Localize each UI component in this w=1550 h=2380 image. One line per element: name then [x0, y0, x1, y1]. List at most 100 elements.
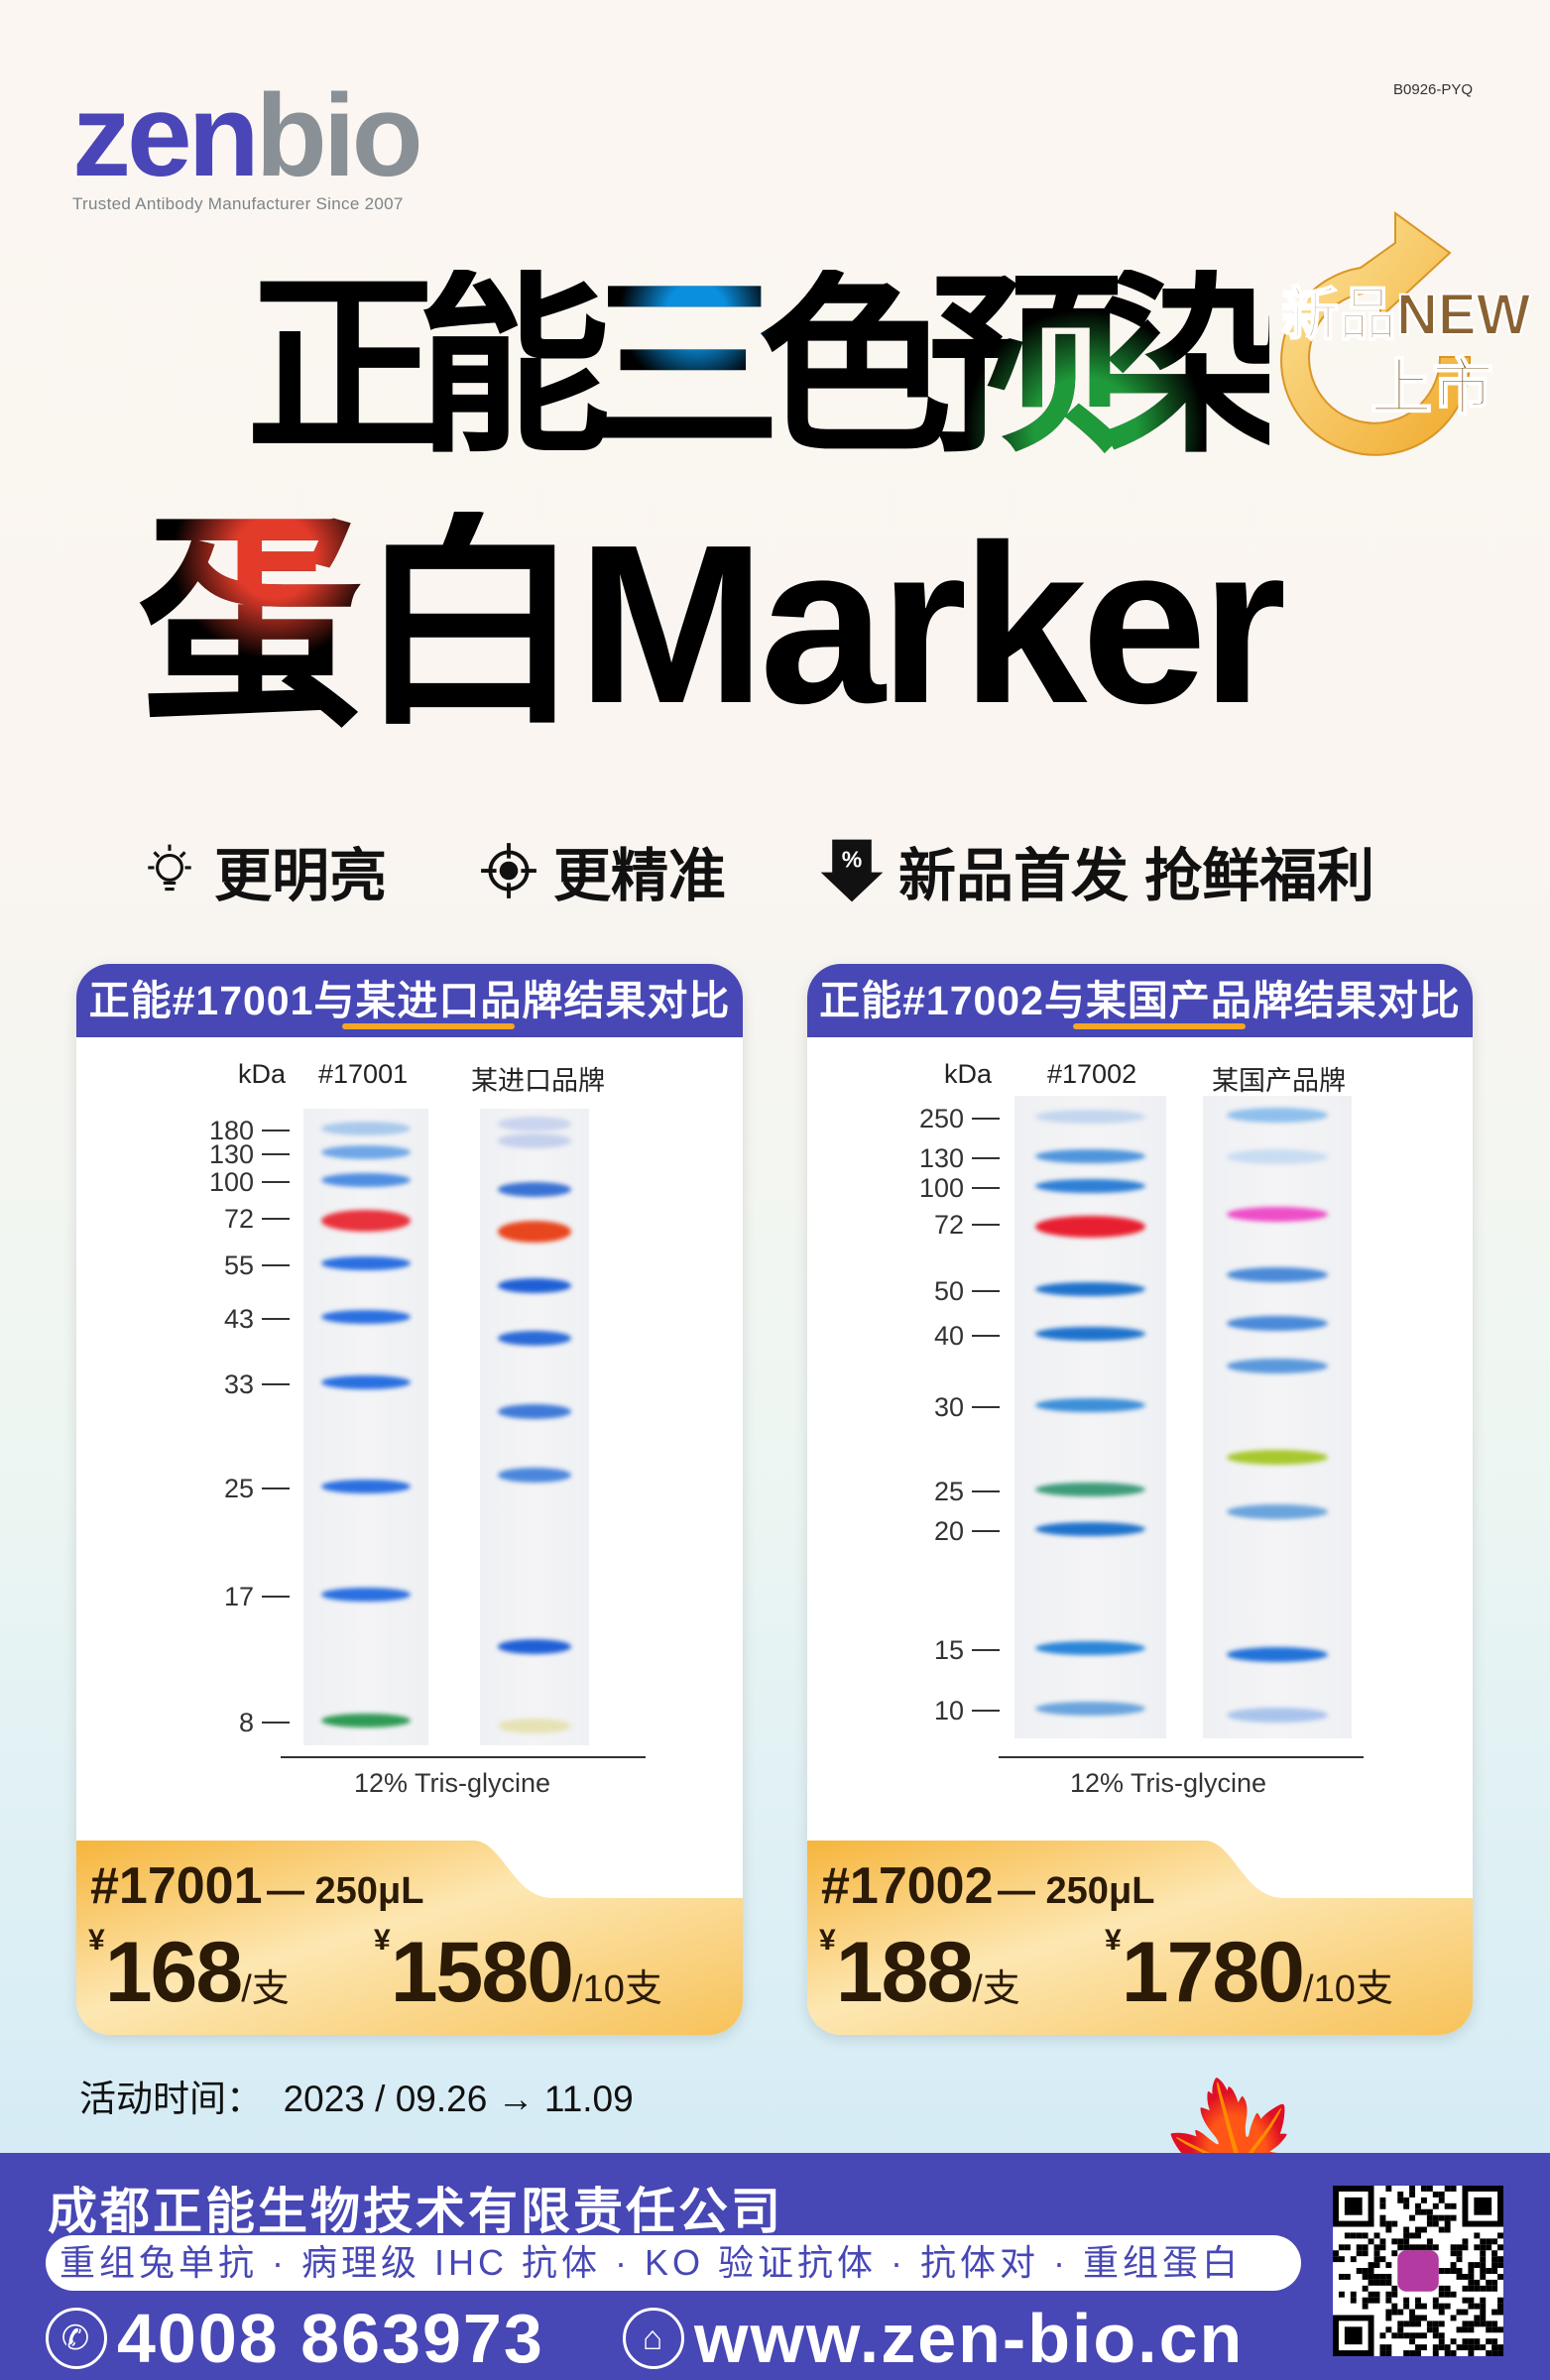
- website-contact[interactable]: ⌂ www.zen-bio.cn: [623, 2299, 1244, 2378]
- marker-tick: [972, 1290, 1000, 1292]
- gel-lane-product: [303, 1109, 428, 1745]
- activity-dates: 2023 / 09.26 → 11.09: [283, 2079, 634, 2119]
- logo: zenbio Trusted Antibody Manufacturer Sin…: [72, 77, 423, 214]
- gel-band: [320, 1375, 412, 1389]
- marker-tick: [972, 1335, 1000, 1337]
- tagline: Trusted Antibody Manufacturer Since 2007: [72, 194, 404, 213]
- currency-symbol: ¥: [88, 1924, 105, 1957]
- marker-tick: [972, 1490, 1000, 1492]
- currency-symbol: ¥: [1105, 1924, 1122, 1957]
- gel-baseline: [999, 1756, 1364, 1758]
- gel-band: [1035, 1216, 1145, 1238]
- marker-tick: [972, 1710, 1000, 1712]
- currency-symbol: ¥: [374, 1924, 391, 1957]
- marker-label: 100: [208, 1167, 254, 1197]
- unit-pack: /10支: [572, 1968, 662, 2010]
- feature-precise: 更精准: [478, 829, 726, 912]
- gel-band: [320, 1145, 412, 1159]
- marker-label: 72: [933, 1210, 964, 1240]
- marker-label: 20: [933, 1516, 964, 1546]
- poster-code: B0926-PYQ: [1393, 81, 1474, 98]
- marker-tick: [972, 1157, 1000, 1159]
- marker-label: 50: [933, 1276, 964, 1306]
- gel-band: [497, 1331, 572, 1346]
- gel-band: [497, 1117, 572, 1131]
- product-id: #17002: [821, 1857, 994, 1915]
- unit-single: /支: [972, 1968, 1020, 2010]
- marker-tick: [262, 1181, 290, 1183]
- marker-tick: [972, 1118, 1000, 1120]
- website-link[interactable]: www.zen-bio.cn: [694, 2300, 1245, 2377]
- currency-symbol: ¥: [819, 1924, 836, 1957]
- price-panel-bg: [76, 1841, 743, 2035]
- gel-band: [497, 1639, 572, 1654]
- activity-label: 活动时间：: [79, 2079, 263, 2119]
- marker-label: 25: [933, 1477, 964, 1506]
- logo-bio: bio: [255, 70, 423, 201]
- lane2-header: 某进口品牌: [471, 1066, 605, 1096]
- gel-band: [320, 1480, 412, 1493]
- lane1-header: #17002: [1047, 1059, 1137, 1089]
- marker-label: 10: [933, 1696, 964, 1726]
- gel-band: [320, 1256, 412, 1270]
- marker-label: 130: [918, 1143, 964, 1173]
- feature-label: 新品首发 抢鲜福利: [898, 844, 1375, 908]
- kda-header: kDa: [238, 1059, 287, 1089]
- logo-zen: zen: [72, 70, 260, 201]
- gel-band: [497, 1182, 572, 1197]
- marker-tick: [262, 1264, 290, 1266]
- price-single: 168: [104, 1925, 243, 2020]
- marker-tick: [262, 1318, 290, 1320]
- gel-band: [1035, 1398, 1145, 1412]
- marker-tick: [262, 1218, 290, 1220]
- product-size: — 250μL: [266, 1870, 424, 1912]
- price-pack: 1580: [390, 1925, 574, 2020]
- marker-label: 25: [223, 1474, 254, 1503]
- circular-arrow-icon: [1280, 211, 1472, 456]
- gel-band: [1227, 1647, 1328, 1662]
- marker-label: 33: [223, 1369, 254, 1399]
- marker-label: 55: [223, 1250, 254, 1280]
- gel-band: [497, 1404, 572, 1419]
- home-icon: ⌂: [623, 2308, 684, 2369]
- headline-line1: 正能三色预染: [246, 258, 1270, 475]
- marker-label: 180: [208, 1116, 254, 1145]
- marker-tick: [262, 1596, 290, 1598]
- gel-caption: 12% Tris-glycine: [354, 1768, 551, 1798]
- marker-tick: [262, 1153, 290, 1155]
- activity-period: 活动时间： 2023 / 09.26 → 11.09: [79, 2069, 634, 2122]
- gel-band: [320, 1714, 412, 1727]
- qr-code-pattern: [1333, 2186, 1503, 2356]
- gel-band: [1227, 1504, 1328, 1519]
- gel-baseline: [281, 1756, 646, 1758]
- crosshair-icon: [481, 843, 537, 898]
- marker-tick: [972, 1406, 1000, 1408]
- headline-line2: 蛋白Marker: [137, 499, 1283, 751]
- phone-contact[interactable]: ✆ 4008 863973: [46, 2299, 544, 2378]
- price-panel: #17001 — 250μL ¥168/支 ¥1580/10支: [76, 1841, 743, 2035]
- gel-band: [320, 1310, 412, 1324]
- feature-label: 更明亮: [214, 844, 388, 908]
- gel-band: [1035, 1641, 1145, 1655]
- gel-band: [1227, 1267, 1328, 1282]
- qr-code[interactable]: [1333, 2186, 1503, 2356]
- phone-icon: ✆: [46, 2308, 107, 2369]
- title-underline: [342, 1023, 515, 1029]
- gel-band: [320, 1588, 412, 1602]
- svg-text:%: %: [842, 847, 863, 873]
- marker-label: 43: [223, 1304, 254, 1334]
- feature-label: 更精准: [553, 844, 727, 908]
- gel-band: [1227, 1149, 1328, 1164]
- gel-band: [1035, 1483, 1145, 1496]
- comparison-card-17001: 正能#17001与某进口品牌结果对比 kDa #17001 某进口品牌 180 …: [76, 964, 743, 2035]
- lightbulb-icon: [148, 844, 191, 892]
- marker-label: 40: [933, 1321, 964, 1351]
- marker-tick: [262, 1488, 290, 1489]
- title-underline: [1073, 1023, 1246, 1029]
- phone-number[interactable]: 4008 863973: [117, 2300, 544, 2377]
- marker-tick: [972, 1187, 1000, 1189]
- marker-label: 130: [208, 1139, 254, 1169]
- gel-lane-competitor: [480, 1109, 589, 1745]
- gel-band: [1227, 1207, 1328, 1222]
- price-single: 188: [835, 1925, 974, 2020]
